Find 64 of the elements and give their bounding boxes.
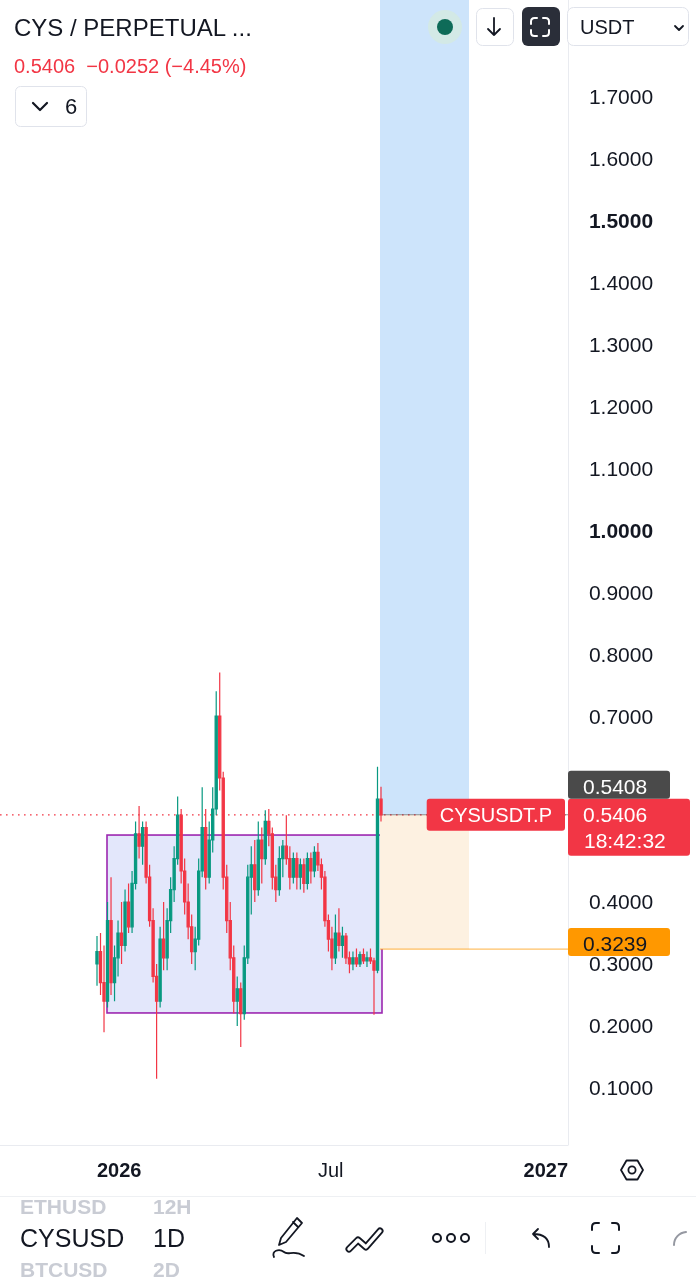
candlestick xyxy=(263,809,267,866)
candlestick xyxy=(256,820,260,897)
text: 1D xyxy=(153,1224,185,1252)
candlestick xyxy=(109,876,113,996)
ref-line-label: 0.5406 xyxy=(583,802,648,826)
candlestick xyxy=(354,947,359,968)
candlestick xyxy=(302,858,306,894)
x-tick-label: Jul xyxy=(317,1159,344,1181)
candlestick xyxy=(361,947,366,965)
candlestick xyxy=(105,901,110,1008)
candlestick xyxy=(123,888,127,953)
candlestick xyxy=(375,766,380,974)
y-tick-label: 0.3000 xyxy=(588,952,654,976)
y-tick-label: 0.1000 xyxy=(588,1076,654,1100)
candlestick xyxy=(239,981,243,1048)
candlestick xyxy=(161,901,166,971)
y-tick-label: 0.8000 xyxy=(588,642,654,666)
candlestick xyxy=(137,805,141,860)
candlestick xyxy=(312,845,317,878)
candlestick xyxy=(309,851,313,884)
y-tick-label: 0.7000 xyxy=(588,704,654,728)
y-tick-label: 1.2000 xyxy=(588,394,654,418)
candlestick xyxy=(337,907,341,953)
candlestick xyxy=(95,935,99,987)
y-tick-label: 0.2000 xyxy=(588,1014,654,1038)
candlestick xyxy=(295,851,299,891)
candlestick xyxy=(235,975,239,1027)
text: CYS / PERPETUAL ... xyxy=(14,14,252,41)
candlestick xyxy=(340,926,345,959)
ref-line-label: 0.3239 xyxy=(583,931,648,955)
y-tick-label: 0.9000 xyxy=(588,580,654,604)
candlestick xyxy=(119,901,124,965)
candlestick xyxy=(291,851,296,884)
text: CYSUSD xyxy=(20,1224,125,1252)
candlestick xyxy=(365,950,369,968)
currency-dropdown[interactable]: USDT xyxy=(567,7,689,46)
text: 0.5406 −0.0252 (−4.45%) xyxy=(14,55,247,77)
annotation: CYSUSDT.P xyxy=(439,803,552,826)
annotation: 6 xyxy=(64,94,78,119)
candlestick xyxy=(298,858,303,891)
x-tick-label: 2027 xyxy=(523,1159,569,1181)
y-tick-label: 1.4000 xyxy=(588,270,654,294)
collapse-button[interactable]: 6 xyxy=(15,86,87,127)
x-tick-label: 2026 xyxy=(96,1159,142,1181)
candlestick xyxy=(253,839,257,903)
y-tick-label: 1.0000 xyxy=(588,518,654,542)
ref-line-label: 0.5408 xyxy=(583,774,648,798)
candlestick xyxy=(358,950,362,968)
candlestick xyxy=(140,820,145,866)
candlestick xyxy=(305,851,310,891)
y-tick-label: 1.1000 xyxy=(588,456,654,480)
arrow-down-button[interactable] xyxy=(476,8,514,46)
candlestick xyxy=(351,950,355,971)
y-tick-label: 1.3000 xyxy=(588,332,654,356)
square-button[interactable] xyxy=(522,7,560,46)
candlestick xyxy=(158,926,162,1008)
candlestick xyxy=(260,827,264,884)
y-tick-label: 1.7000 xyxy=(588,84,654,108)
y-tick-label: 0.4000 xyxy=(588,890,654,914)
y-tick-label: 1.6000 xyxy=(588,146,654,170)
candlestick xyxy=(126,882,131,934)
candlestick xyxy=(333,913,338,965)
y-tick-label: 1.5000 xyxy=(588,208,654,232)
text: 18:42:32 xyxy=(584,828,666,852)
